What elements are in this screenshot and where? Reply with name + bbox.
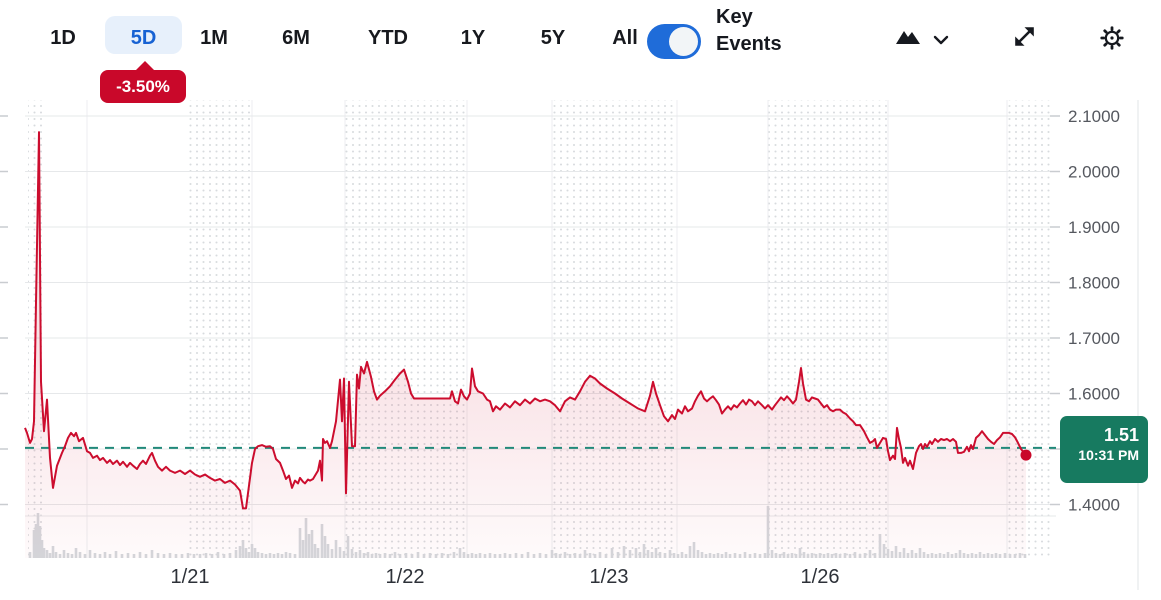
last-price-value: 1.51 — [1103, 425, 1139, 445]
chart-type-dropdown[interactable] — [933, 32, 949, 50]
x-axis-label: 1/22 — [386, 566, 425, 588]
chart-settings-button[interactable] — [1100, 26, 1124, 55]
toggle-knob — [669, 27, 698, 56]
y-axis-label: 1.4000 — [1068, 496, 1120, 515]
active-tab-highlight — [105, 16, 182, 54]
settings-gear-icon — [1100, 26, 1124, 50]
tab-ytd[interactable]: YTD — [368, 27, 408, 49]
x-axis-label: 1/26 — [801, 566, 840, 588]
tab-5d[interactable]: 5D — [130, 27, 157, 49]
chart-type-button[interactable] — [895, 28, 922, 50]
chevron-down-icon — [933, 35, 949, 45]
expand-icon — [1015, 27, 1034, 46]
last-price-dot — [1020, 449, 1032, 461]
x-axis-label: 1/23 — [590, 566, 629, 588]
y-axis-label: 1.6000 — [1068, 385, 1120, 404]
key-events-toggle[interactable] — [647, 24, 701, 59]
change-percent-badge: -3.50% — [100, 61, 186, 103]
tab-1m[interactable]: 1M — [200, 27, 228, 49]
area-chart-icon — [896, 31, 920, 44]
y-axis-label: 1.9000 — [1068, 218, 1120, 237]
x-axis-label: 1/21 — [171, 566, 210, 588]
last-price-badge: 1.51 10:31 PM — [1060, 416, 1148, 483]
y-axis-label: 1.7000 — [1068, 329, 1120, 348]
y-axis-label: 1.8000 — [1068, 274, 1120, 293]
last-price-time: 10:31 PM — [1078, 447, 1139, 463]
price-line — [24, 131, 1027, 510]
tab-all[interactable]: All — [612, 27, 638, 49]
y-axis-label: 2.0000 — [1068, 163, 1120, 182]
tab-1d[interactable]: 1D — [50, 27, 76, 49]
tab-1y[interactable]: 1Y — [460, 27, 486, 49]
fullscreen-button[interactable] — [1012, 24, 1037, 54]
key-events-label: Key Events — [716, 6, 782, 55]
tab-5y[interactable]: 5Y — [540, 27, 566, 49]
y-axis-label: 2.1000 — [1068, 107, 1120, 126]
tab-6m[interactable]: 6M — [282, 27, 310, 49]
